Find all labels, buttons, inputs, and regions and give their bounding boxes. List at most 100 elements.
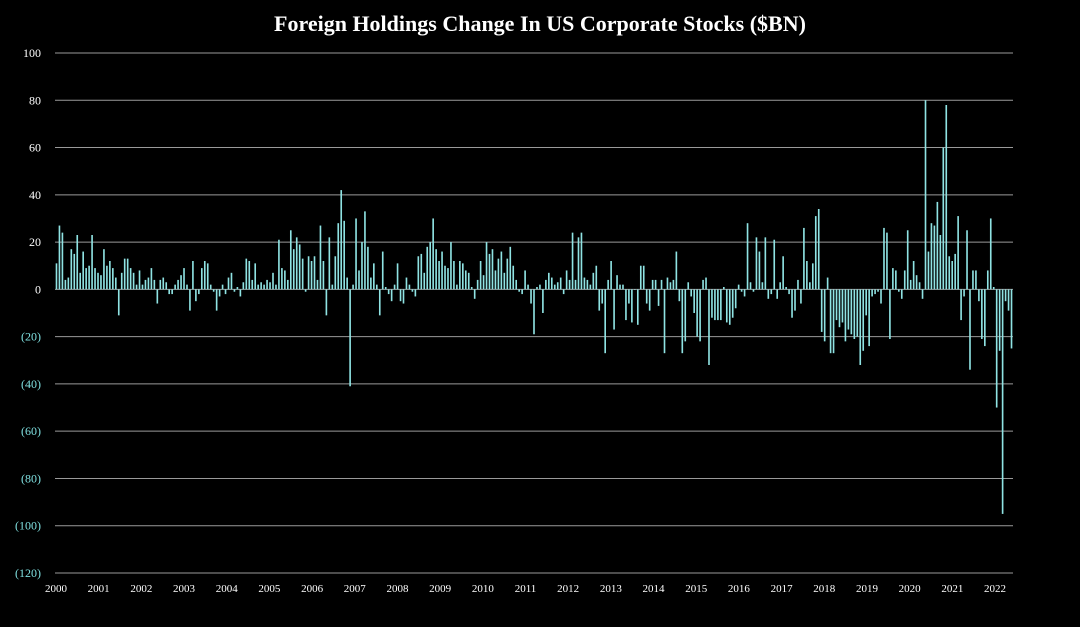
bar [396, 263, 399, 290]
bar [639, 265, 642, 290]
bar [479, 261, 482, 290]
x-tick-label: 2006 [301, 583, 324, 595]
bar [898, 289, 900, 292]
bar [313, 256, 316, 290]
bar [239, 289, 242, 297]
bar [948, 256, 951, 290]
bar [450, 242, 452, 290]
y-tick-label: (40) [21, 377, 41, 391]
x-tick-label: 2011 [515, 583, 537, 595]
bar [619, 284, 621, 290]
bar [464, 270, 467, 290]
bar [568, 279, 571, 290]
bar [595, 265, 598, 290]
bar [254, 263, 257, 290]
bar [678, 289, 681, 302]
bar [693, 289, 695, 313]
bar [850, 289, 853, 335]
bar [165, 282, 168, 290]
bar [183, 268, 185, 290]
bar [76, 235, 79, 290]
bar [684, 289, 687, 342]
x-tick-label: 2013 [600, 583, 623, 595]
bar [488, 253, 491, 290]
bar [248, 261, 251, 290]
bar [868, 289, 870, 347]
bar [512, 265, 515, 290]
bar [755, 237, 758, 290]
bar [892, 268, 894, 290]
bar [370, 277, 372, 290]
bar [559, 277, 562, 290]
bar [453, 261, 455, 290]
bar [198, 289, 200, 295]
bar [936, 201, 939, 290]
bar [417, 256, 420, 290]
chart-title: Foreign Holdings Change In US Corporate … [274, 11, 806, 36]
bar [384, 287, 387, 290]
bar [969, 289, 971, 370]
bar [361, 242, 363, 290]
bar [533, 289, 535, 335]
bar [491, 249, 494, 290]
bar [129, 268, 132, 290]
bar [636, 289, 639, 325]
bar [381, 251, 384, 290]
bar [720, 289, 722, 321]
bar [978, 289, 980, 302]
bar [233, 289, 236, 292]
bar [287, 279, 289, 290]
x-tick-label: 2021 [941, 583, 963, 595]
bar [616, 275, 618, 290]
bar [171, 289, 173, 295]
bar [209, 284, 212, 290]
bar [423, 272, 426, 290]
bar [518, 289, 520, 292]
bar [565, 270, 568, 290]
y-tick-label: 80 [29, 93, 41, 107]
bar [390, 289, 393, 302]
x-tick-label: 2002 [130, 583, 152, 595]
bar [900, 289, 903, 299]
bar [405, 277, 408, 290]
bar [408, 284, 411, 290]
bar [645, 289, 648, 304]
bar [912, 261, 915, 290]
bar [117, 289, 120, 316]
bar [942, 147, 945, 290]
bar [441, 251, 443, 290]
bar [144, 279, 147, 290]
bar [485, 242, 488, 290]
bar [672, 279, 675, 290]
bar [903, 270, 906, 290]
bar [221, 284, 224, 290]
bar [476, 279, 479, 290]
bar [705, 277, 707, 290]
bar [725, 289, 728, 323]
x-axis-tick-labels: 2000 2001 2002 2003 2004 2005 2006 2007 2008 2009… [45, 583, 1006, 595]
bar [889, 289, 891, 339]
bar [631, 289, 633, 323]
bar [340, 190, 343, 290]
bar [70, 249, 73, 290]
bar [58, 225, 61, 290]
bar [343, 220, 345, 290]
bar [61, 232, 64, 290]
bar [909, 279, 912, 290]
bar [761, 282, 764, 290]
bar [809, 282, 811, 290]
bar [224, 289, 227, 295]
bar [743, 289, 746, 297]
bar [138, 270, 141, 290]
bar [660, 279, 663, 290]
y-tick-label: 60 [29, 141, 41, 155]
x-tick-label: 2022 [984, 583, 1006, 595]
bar [794, 289, 796, 311]
bar [642, 265, 645, 290]
x-tick-label: 2020 [899, 583, 922, 595]
bar [601, 289, 604, 304]
bar [749, 282, 752, 290]
bar [114, 277, 117, 290]
bar [687, 282, 690, 290]
bar [269, 282, 271, 290]
